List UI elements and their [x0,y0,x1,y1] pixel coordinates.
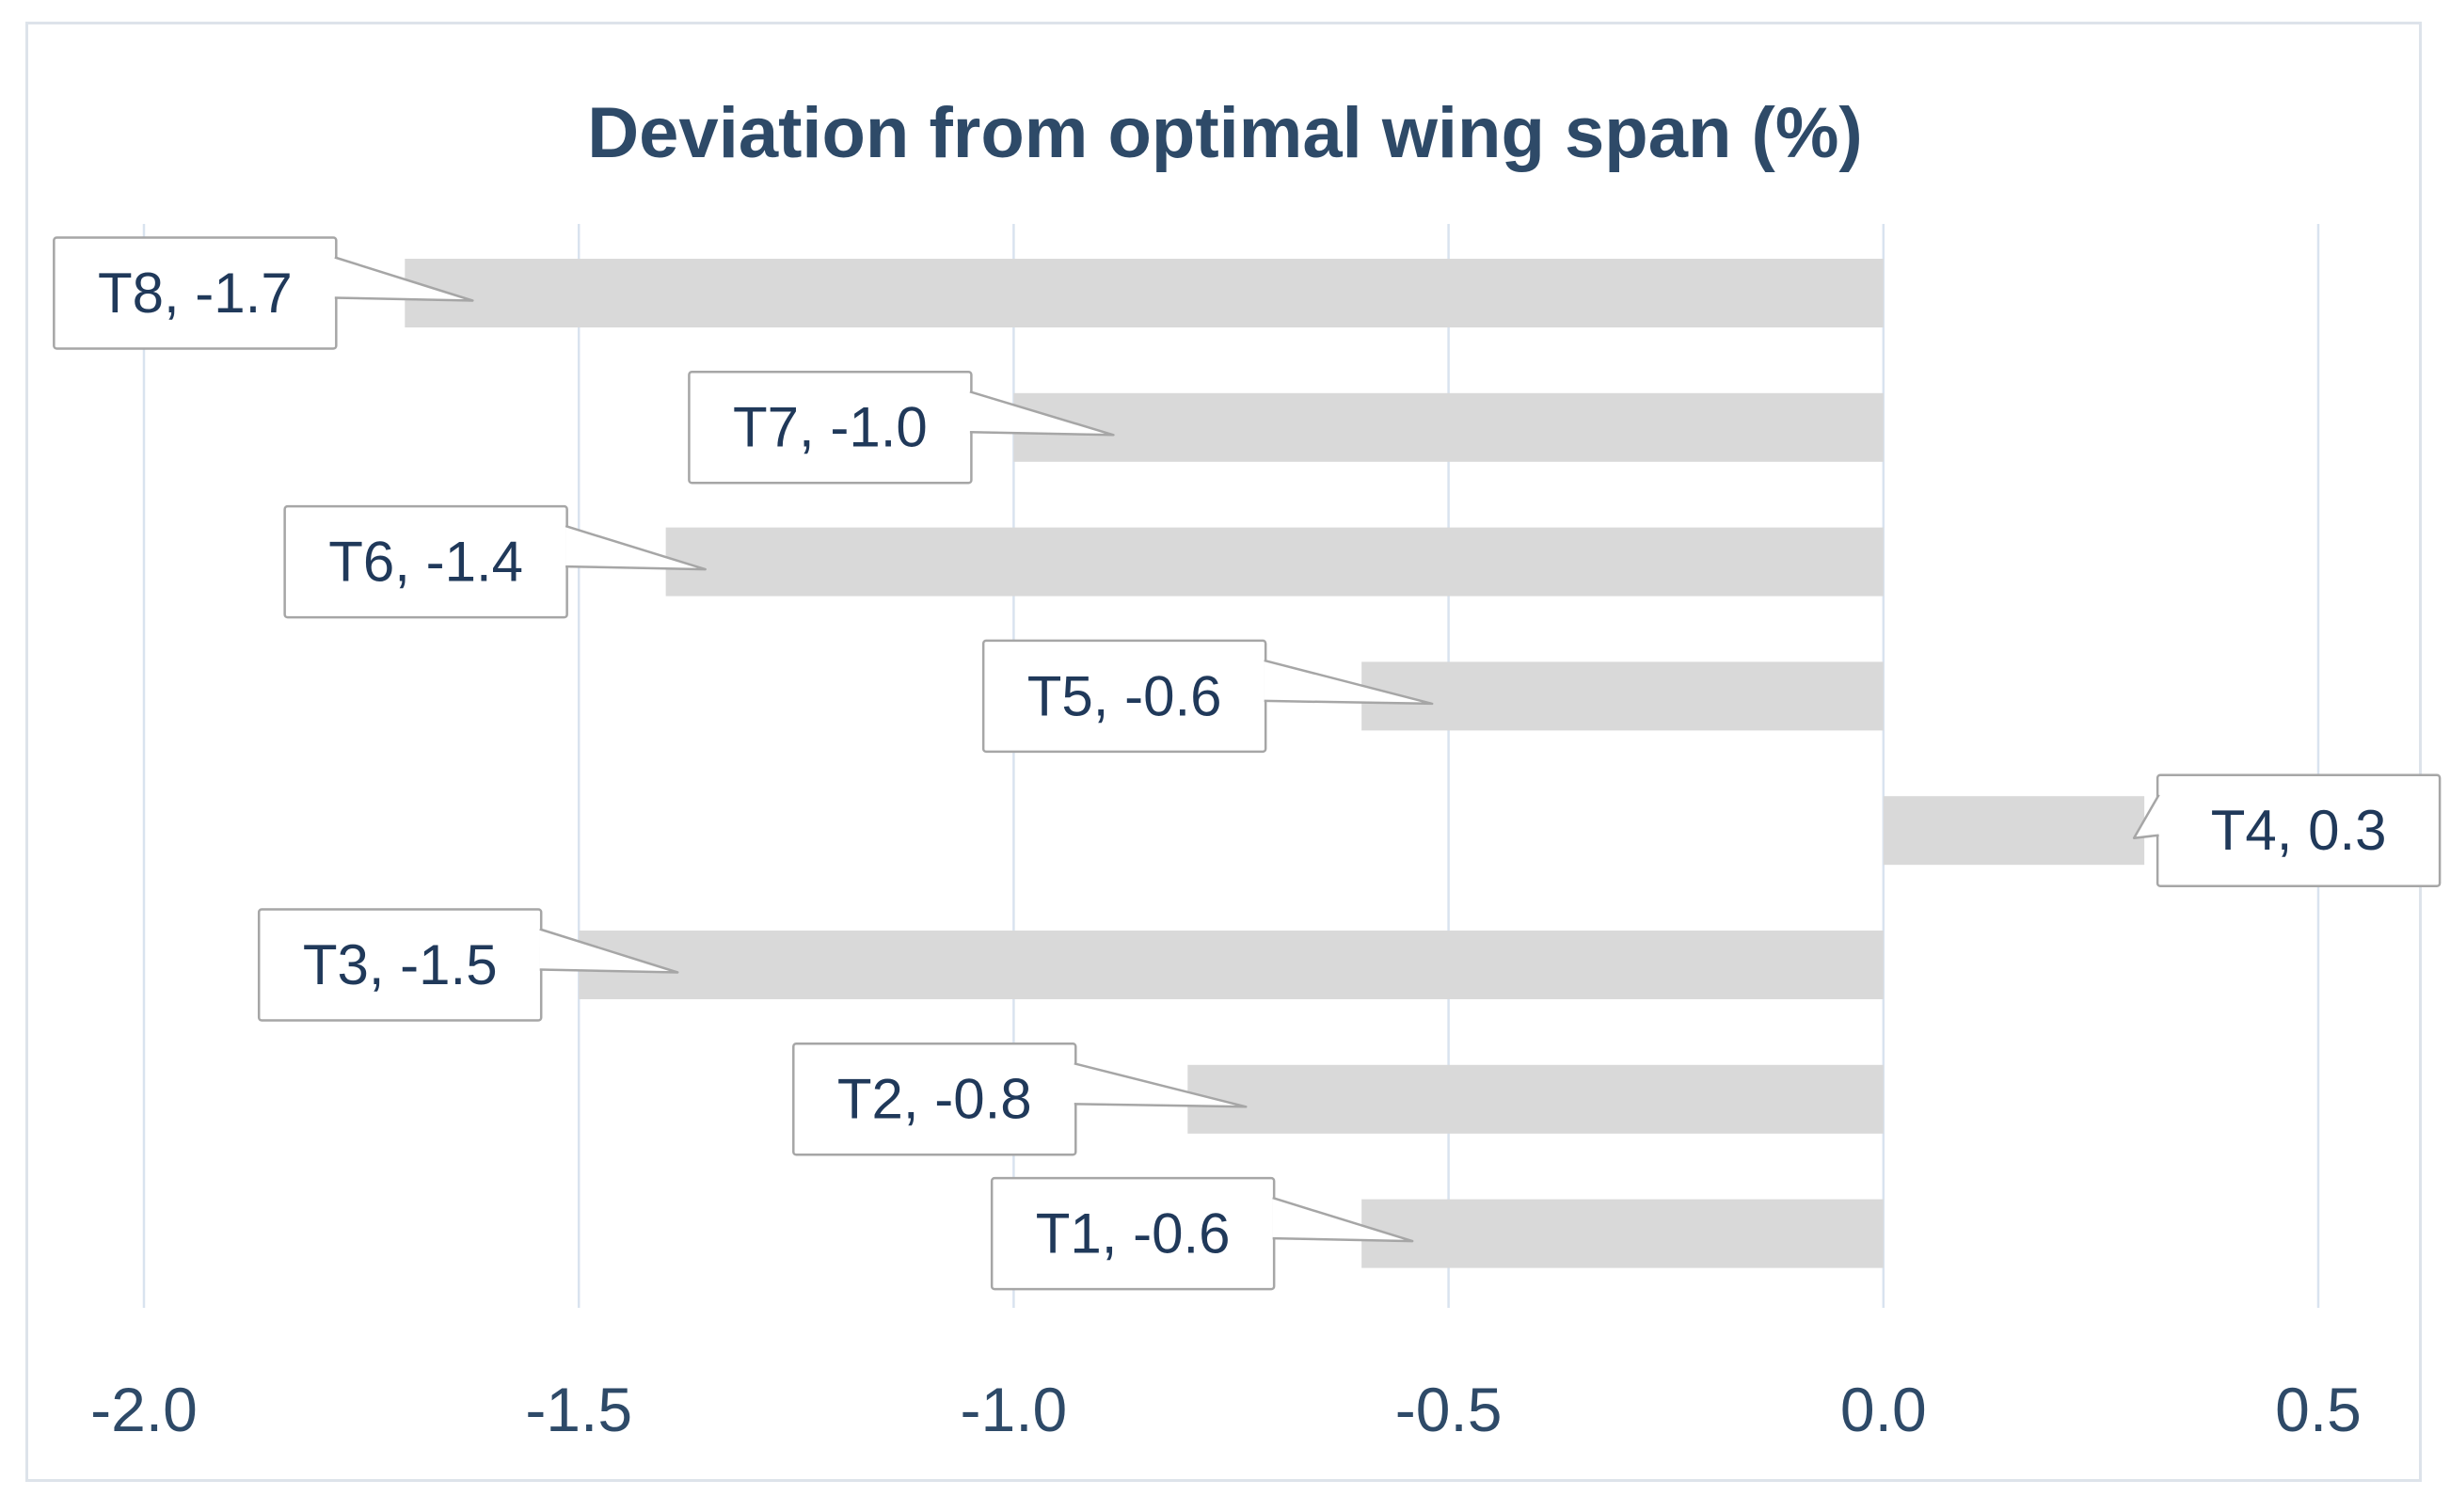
bar-T6 [665,527,1884,597]
x-axis-tick-label: 0.0 [1840,1375,1927,1444]
callout-tail-T1 [1272,1196,1414,1243]
bar-T3 [579,931,1884,999]
callout-tail-T4 [2132,794,2160,839]
data-label-text-T4: T4, 0.3 [2211,799,2387,862]
callout-tail-T2 [1074,1062,1248,1108]
data-label-text-T6: T6, -1.4 [328,531,523,594]
data-label-text-T7: T7, -1.0 [733,396,928,459]
x-axis-tick-label: -1.5 [525,1375,632,1444]
data-label-text-T3: T3, -1.5 [303,933,498,996]
chart-border [25,22,2422,1482]
x-axis-tick-label: -0.5 [1395,1375,1503,1444]
x-axis-tick-label: -1.0 [961,1375,1068,1444]
bar-T2 [1187,1064,1884,1134]
data-label-text-T5: T5, -0.6 [1027,664,1222,727]
bar-T8 [405,259,1884,327]
callout-tail-T3 [539,928,679,974]
x-axis-tick-label: 0.5 [2275,1375,2362,1444]
bar-T5 [1361,661,1884,731]
callout-tail-T8 [334,256,474,302]
bar-T4 [1883,796,2145,866]
callout-tail-T6 [565,524,707,571]
bar-T7 [1013,392,1884,462]
data-label-text-T2: T2, -0.8 [837,1068,1032,1131]
data-label-text-T1: T1, -0.6 [1036,1202,1231,1265]
bar-T1 [1361,1199,1884,1268]
callout-tail-T5 [1264,659,1434,706]
x-axis-tick-label: -2.0 [90,1375,198,1444]
callout-tail-T7 [969,390,1115,437]
chart-title: Deviation from optimal wing span (%) [587,93,1863,173]
data-label-text-T8: T8, -1.7 [98,262,293,325]
